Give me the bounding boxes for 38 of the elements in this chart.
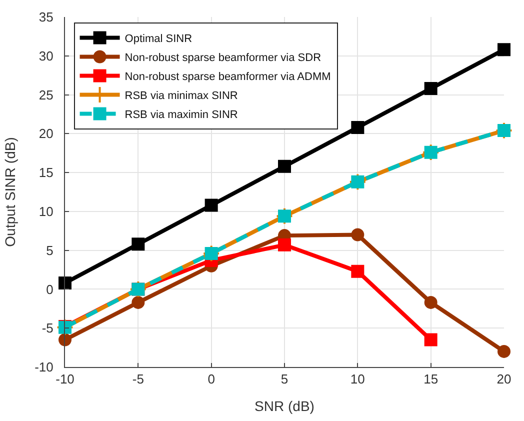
point: [58, 276, 72, 290]
legend-label: Optimal SINR: [124, 33, 192, 46]
point: [278, 160, 291, 173]
x-tick-label: -10: [56, 372, 74, 387]
y-tick-label: 5: [46, 242, 54, 258]
point: [424, 296, 438, 309]
point: [351, 120, 364, 134]
y-tick-label: 35: [38, 10, 54, 25]
y-tick-label: 15: [38, 165, 54, 180]
y-axis-title: Output SINR (dB): [2, 137, 18, 247]
y-tick-label: 10: [38, 204, 54, 219]
point: [204, 198, 218, 212]
y-tick-label: -10: [34, 360, 54, 375]
point: [351, 228, 364, 242]
legend-label: RSB via maximin SINR: [124, 109, 238, 122]
legend-label: Non-robust sparse beamformer via ADMM: [124, 71, 331, 84]
x-tick-label: 15: [424, 372, 438, 387]
y-tick-label: 25: [38, 87, 54, 102]
y-tick-label: 20: [38, 126, 54, 142]
point: [132, 238, 145, 251]
y-tick-label: -5: [42, 320, 54, 336]
x-tick-label: 20: [496, 372, 512, 387]
point: [498, 43, 510, 56]
point: [424, 82, 438, 96]
point: [132, 296, 145, 309]
x-tick-label: -5: [132, 372, 144, 387]
point: [498, 344, 510, 358]
point: [351, 264, 364, 278]
point: [424, 333, 438, 346]
x-tick-label: 10: [350, 372, 365, 387]
legend-label: Non-robust sparse beamformer via SDR: [124, 52, 322, 64]
x-tick-label: 0: [208, 372, 215, 387]
x-axis-title: SNR (dB): [254, 398, 314, 414]
x-tick-label: 5: [280, 372, 288, 387]
y-tick-label: 30: [38, 48, 54, 64]
point: [278, 238, 291, 252]
y-tick-label: 0: [46, 282, 54, 297]
legend-label: RSB via minimax SINR: [124, 90, 238, 102]
